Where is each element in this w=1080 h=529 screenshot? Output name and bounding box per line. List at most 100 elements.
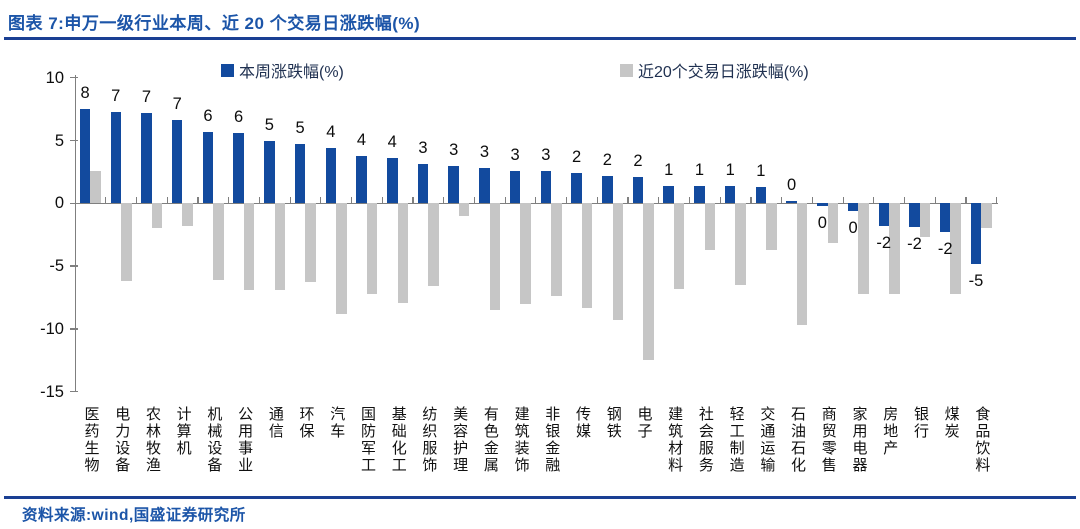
x-axis-category-label: 交通运输 — [758, 406, 776, 474]
x-axis-category-label: 纺织服饰 — [420, 406, 438, 474]
bar-20days — [121, 203, 132, 282]
x-axis-category-label: 食品饮料 — [973, 406, 991, 474]
bar-value-label: 1 — [664, 160, 674, 179]
x-axis-category-label: 电力设备 — [113, 406, 131, 474]
bar-week — [786, 200, 797, 204]
x-axis-category-label: 农林牧渔 — [143, 406, 161, 474]
bar-week — [847, 203, 859, 211]
x-axis-tick — [658, 196, 660, 204]
y-axis-tick-label: -10 — [40, 319, 64, 338]
bar-20days — [827, 203, 839, 244]
x-axis-category-label: 环保 — [297, 406, 315, 440]
y-axis-tick — [69, 139, 78, 142]
bar-value-label: 7 — [111, 86, 121, 105]
x-axis-tick — [105, 196, 107, 204]
bar-week — [202, 131, 214, 204]
legend-label-20days: 近20个交易日涨跌幅(%) — [638, 64, 809, 81]
y-axis-tick — [69, 390, 78, 393]
bar-20days — [366, 203, 378, 294]
x-axis-tick — [197, 196, 199, 204]
x-axis-category-label: 机械设备 — [205, 406, 223, 474]
x-axis-category-label: 计算机 — [174, 406, 192, 457]
y-axis-tick — [69, 328, 78, 330]
chart-title: 图表 7:申万一级行业本周、近 20 个交易日涨跌幅(%) — [8, 14, 421, 33]
legend-item-week: 本周涨跌幅(%) — [221, 61, 344, 81]
bar-20days — [612, 203, 624, 321]
bar-week — [724, 185, 736, 204]
x-axis-category-label: 石油石化 — [789, 406, 807, 474]
x-axis-category-label: 非银金融 — [543, 406, 561, 474]
bar-value-label: 3 — [479, 143, 489, 162]
title-divider-rule — [4, 37, 1076, 40]
y-axis-tick-label: -15 — [40, 382, 64, 401]
bar-week — [233, 132, 244, 204]
x-axis-tick — [596, 196, 598, 204]
bar-20days — [336, 203, 347, 314]
bar-value-label: 6 — [203, 106, 213, 125]
bar-20days — [397, 203, 408, 303]
x-axis-tick — [750, 196, 752, 204]
x-axis-category-label: 建筑材料 — [666, 406, 684, 474]
bar-week — [325, 148, 337, 204]
bar-week — [878, 203, 890, 226]
x-axis-tick — [965, 196, 967, 204]
x-axis-category-label: 有色金属 — [481, 406, 499, 474]
bar-week — [79, 109, 91, 204]
bar-week — [602, 175, 613, 204]
bar-20days — [981, 203, 992, 229]
bar-week — [970, 203, 982, 264]
y-axis-tick — [69, 202, 78, 205]
x-axis-tick — [166, 196, 168, 204]
x-axis-category-label: 汽车 — [328, 406, 346, 440]
bar-20days — [889, 203, 900, 294]
bar-week — [755, 186, 767, 204]
x-axis-tick — [903, 196, 906, 204]
bar-20days — [766, 203, 777, 250]
y-axis-tick-label: -5 — [49, 257, 64, 276]
bar-value-label: -2 — [937, 240, 953, 259]
bar-value-label: 0 — [787, 175, 797, 194]
x-axis-line — [74, 202, 998, 205]
bar-20days — [858, 203, 869, 294]
bar-value-label: 0 — [848, 218, 858, 237]
x-axis-category-label: 建筑装饰 — [512, 406, 530, 474]
bar-20days — [182, 203, 193, 226]
x-axis-tick — [873, 196, 875, 204]
bar-20days — [919, 203, 931, 238]
bar-week — [356, 155, 367, 204]
bar-value-label: 3 — [449, 140, 459, 159]
bar-value-label: 7 — [172, 95, 182, 114]
bar-20days — [151, 203, 163, 229]
bar-week — [509, 170, 521, 204]
bar-value-label: 7 — [141, 87, 152, 106]
bar-value-label: 2 — [602, 150, 612, 169]
x-axis-category-label: 煤炭 — [942, 406, 960, 440]
x-axis-category-label: 钢铁 — [604, 406, 622, 440]
legend-swatch-20days-gray — [620, 63, 633, 77]
bar-week — [264, 140, 275, 204]
x-axis-tick — [350, 196, 353, 204]
bar-value-label: 1 — [725, 160, 735, 179]
x-axis-category-label: 家用电器 — [850, 406, 868, 474]
bar-20days — [428, 203, 439, 287]
x-axis-tick — [320, 196, 322, 204]
bar-20days — [673, 203, 685, 289]
bar-20days — [458, 203, 470, 216]
y-axis-tick — [69, 76, 78, 79]
bar-week — [909, 203, 920, 228]
bar-value-label: 4 — [387, 133, 397, 152]
x-axis-category-label: 轻工制造 — [727, 406, 745, 474]
x-axis-tick — [688, 196, 691, 204]
bar-week — [417, 164, 429, 204]
x-axis-category-label: 国防军工 — [358, 406, 376, 474]
bar-value-label: 4 — [356, 130, 367, 149]
bar-20days — [489, 203, 501, 311]
legend-label-week: 本周涨跌幅(%) — [239, 64, 344, 81]
bar-week — [110, 111, 122, 204]
bar-week — [939, 203, 951, 233]
bar-value-label: -5 — [968, 271, 984, 290]
x-axis-tick — [228, 196, 230, 204]
bar-value-label: -2 — [907, 235, 922, 254]
bar-value-label: 5 — [264, 115, 274, 134]
